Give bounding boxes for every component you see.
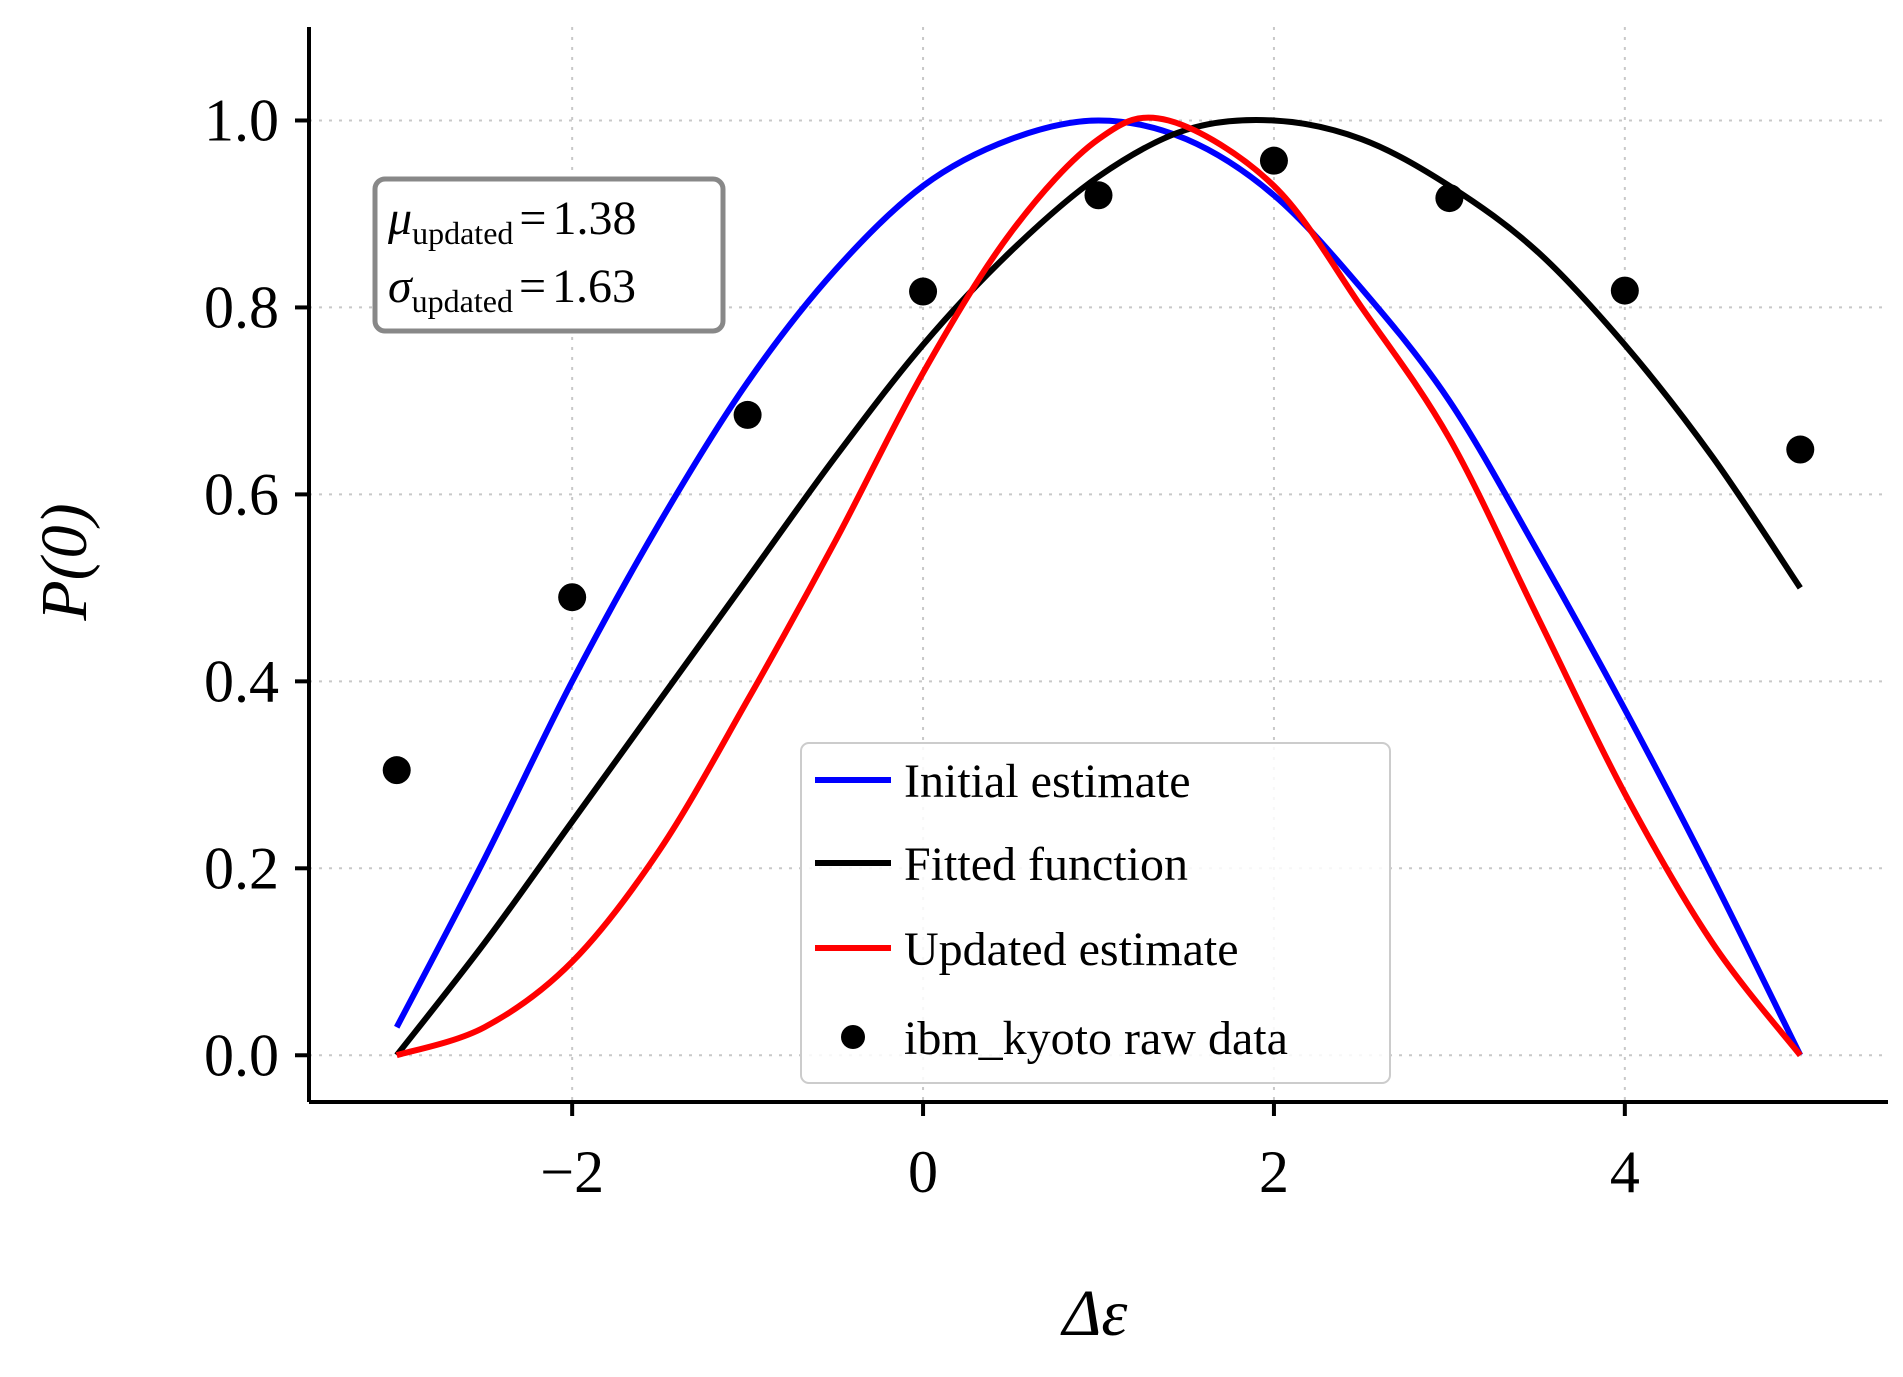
x-tick-label: 0 bbox=[908, 1139, 938, 1205]
mu-equals: = bbox=[519, 192, 546, 245]
sigma-equals: = bbox=[519, 260, 546, 313]
data-point bbox=[1259, 146, 1288, 175]
legend-entry-updated-estimate: Updated estimate bbox=[815, 923, 1239, 976]
y-tick-label: 1.0 bbox=[204, 87, 279, 153]
y-tick-label: 0.6 bbox=[204, 461, 279, 527]
legend-entry-initial-estimate: Initial estimate bbox=[815, 755, 1191, 808]
sigma-symbol: σ bbox=[388, 260, 414, 313]
x-tick-label: −2 bbox=[540, 1139, 604, 1205]
parameter-annotation: μupdated = 1.38 σupdated = 1.63 bbox=[372, 176, 726, 334]
data-point bbox=[558, 583, 587, 612]
sigma-annotation: σupdated = 1.63 bbox=[388, 260, 636, 319]
sigma-value: 1.63 bbox=[552, 260, 636, 313]
legend-entry-fitted-function: Fitted function bbox=[815, 838, 1188, 891]
legend-label-fitted-function: Fitted function bbox=[904, 838, 1188, 891]
y-tick-label: 0.2 bbox=[204, 835, 279, 901]
x-axis-title: Δε bbox=[1060, 1277, 1128, 1350]
legend-box bbox=[800, 742, 1391, 1084]
data-point bbox=[382, 756, 411, 785]
mu-value: 1.38 bbox=[552, 192, 636, 245]
mu-subscript: updated bbox=[412, 215, 513, 251]
legend: Initial estimate Fitted function Updated… bbox=[800, 742, 1391, 1084]
mu-annotation: μupdated = 1.38 bbox=[387, 192, 636, 251]
series-line-fitted-function bbox=[394, 116, 1803, 1058]
annotation-box bbox=[372, 176, 726, 334]
data-point bbox=[1610, 276, 1639, 305]
series-line-updated-estimate bbox=[395, 114, 1803, 1059]
x-tick-label: 4 bbox=[1610, 1139, 1640, 1205]
y-tick-label: 0.0 bbox=[204, 1022, 279, 1088]
legend-label-initial-estimate: Initial estimate bbox=[904, 755, 1191, 808]
x-tick-label: 2 bbox=[1259, 1139, 1289, 1205]
y-tick-label: 0.4 bbox=[204, 648, 279, 714]
y-axis-title: P(0) bbox=[28, 503, 101, 621]
legend-label-updated-estimate: Updated estimate bbox=[904, 923, 1239, 976]
data-point bbox=[733, 400, 762, 429]
sigma-subscript: updated bbox=[412, 283, 513, 319]
series-layer bbox=[382, 114, 1815, 1059]
data-point bbox=[909, 277, 938, 306]
legend-entry-raw-data: ibm_kyoto raw data bbox=[841, 1012, 1288, 1065]
data-point bbox=[1786, 435, 1815, 464]
data-point bbox=[1084, 181, 1113, 210]
y-tick-label: 0.8 bbox=[204, 274, 279, 340]
series-line-initial-estimate bbox=[394, 117, 1803, 1057]
mu-symbol: μ bbox=[387, 192, 412, 245]
legend-label-raw-data: ibm_kyoto raw data bbox=[904, 1012, 1288, 1065]
legend-marker-raw-data bbox=[841, 1025, 865, 1049]
data-point bbox=[1435, 184, 1464, 213]
ticks-layer: −2 0 2 4 0.0 0.2 0.4 0.6 0.8 1.0 bbox=[204, 87, 1640, 1205]
